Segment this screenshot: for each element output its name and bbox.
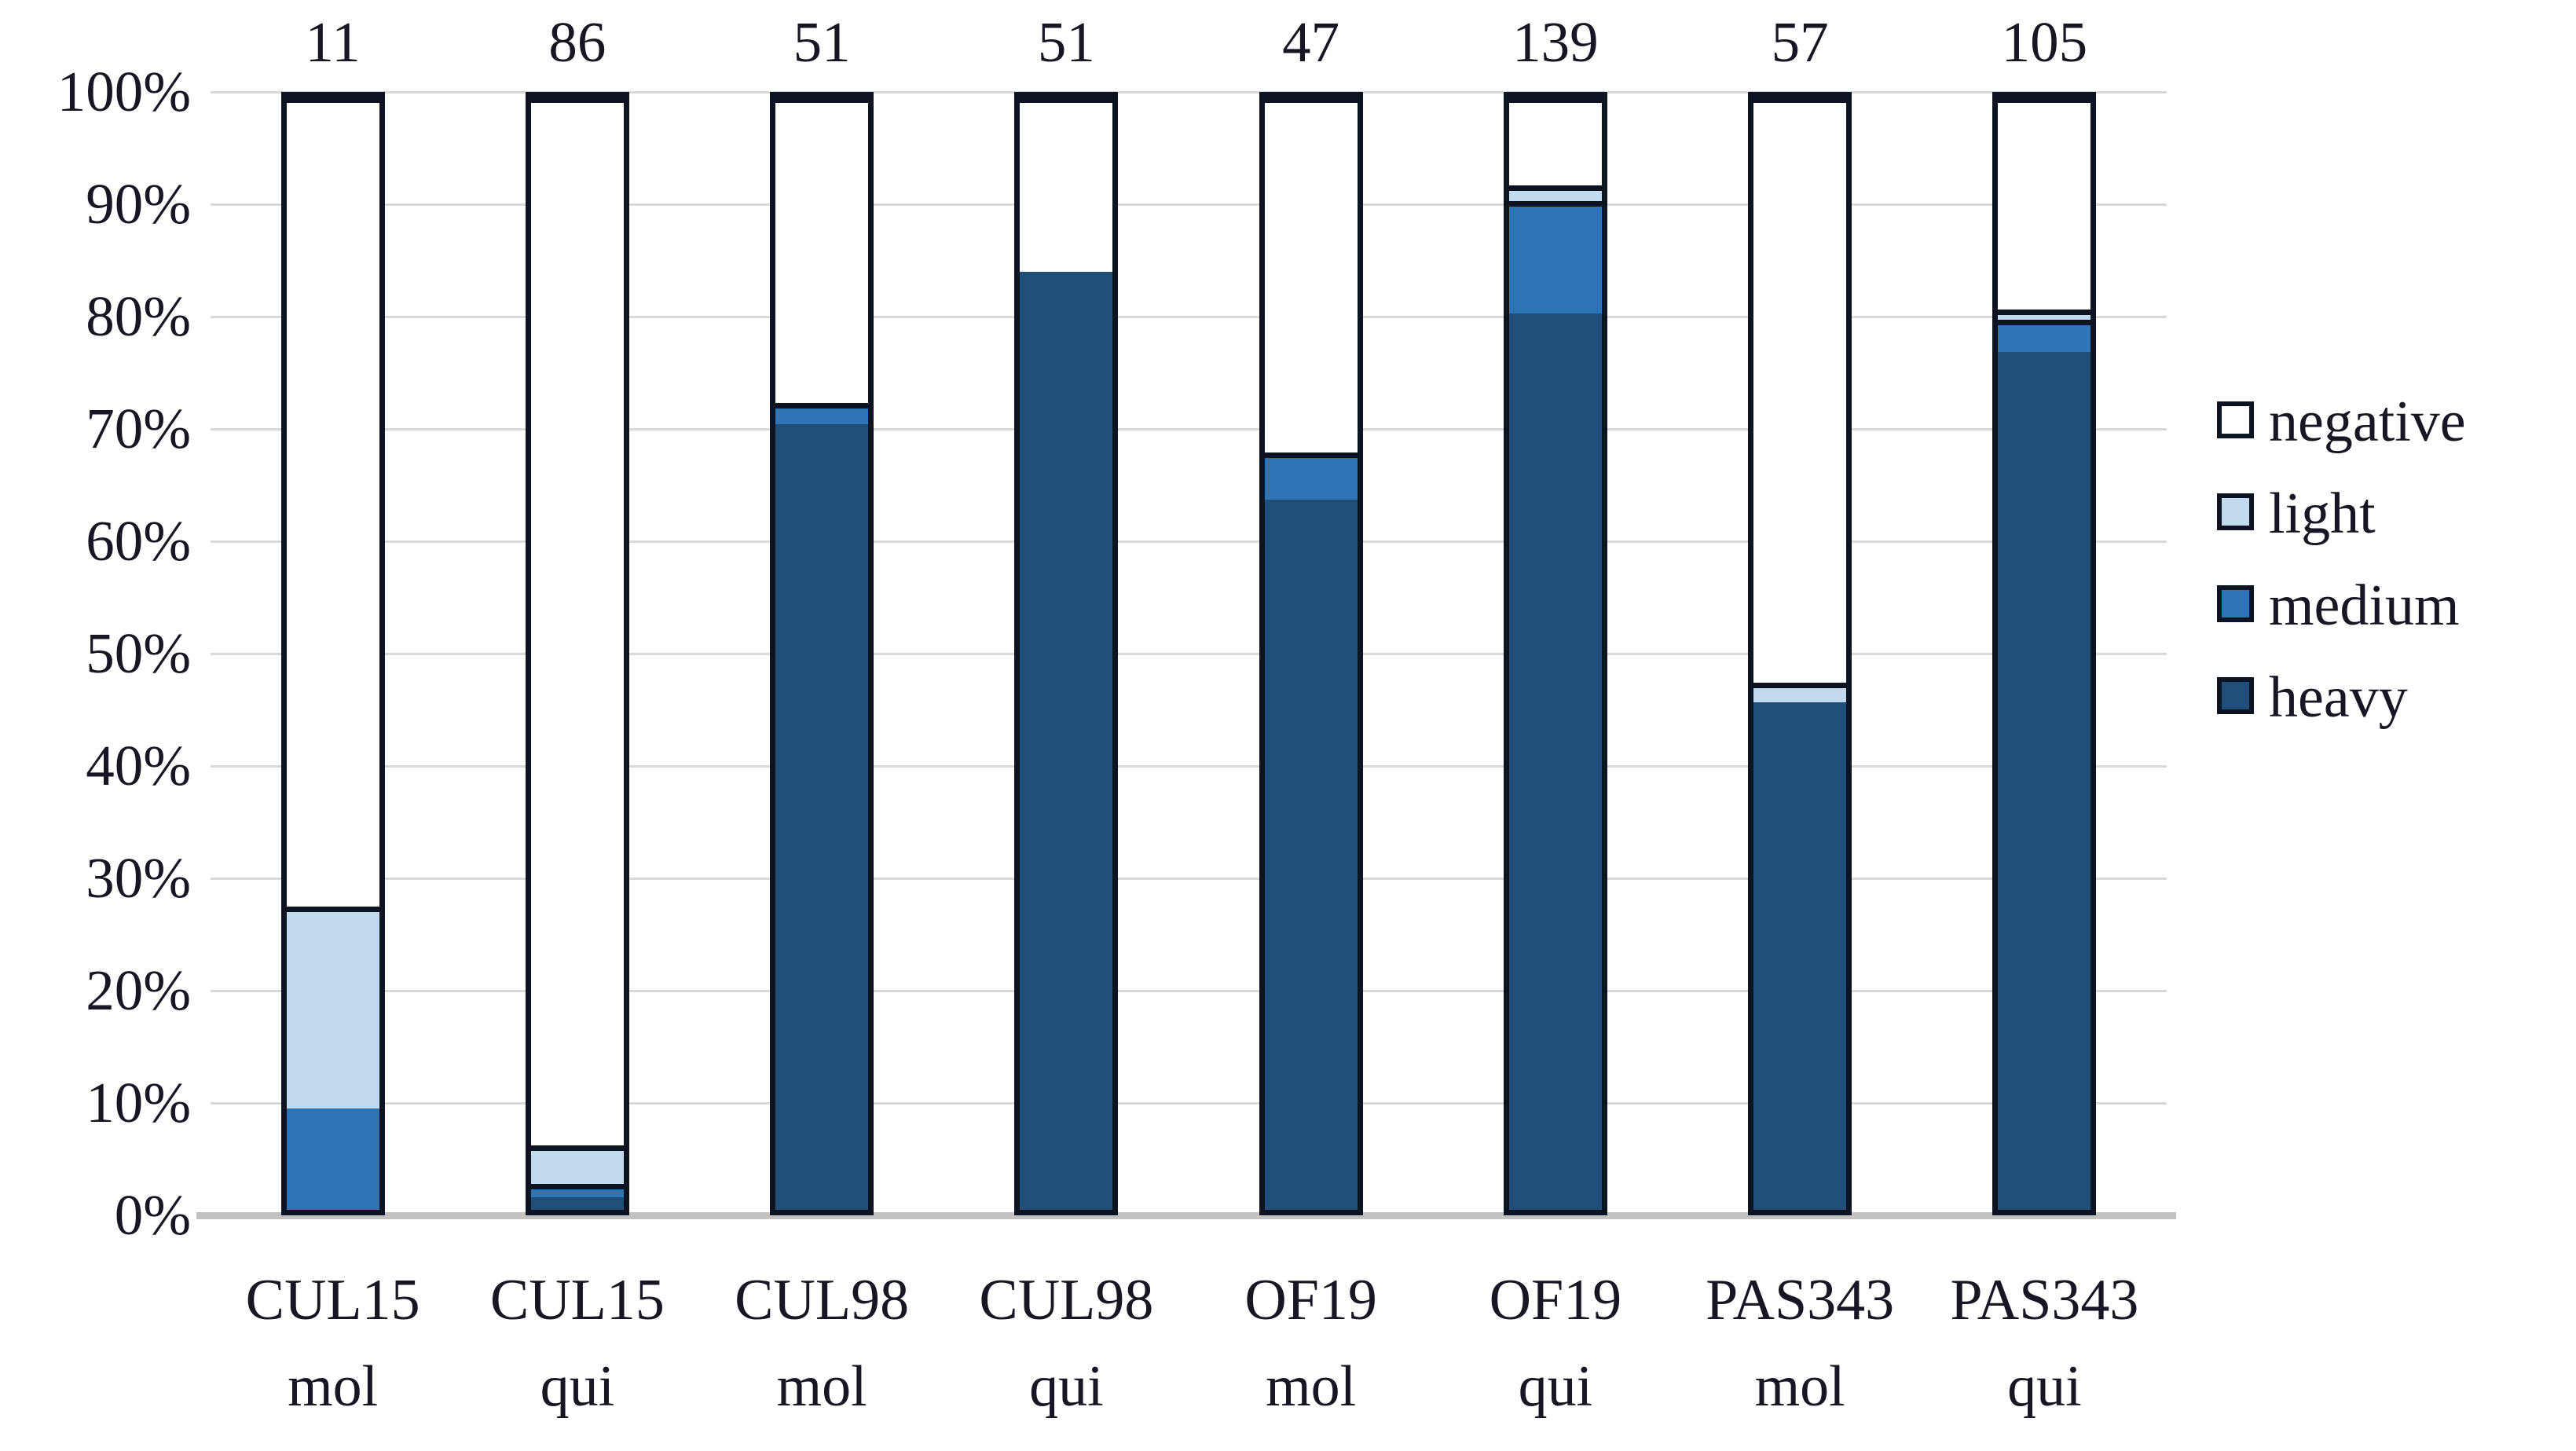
x-axis-category-label: CUL15 mol <box>200 1257 467 1430</box>
x-axis-category-label: PAS343 qui <box>1911 1257 2178 1430</box>
y-axis-tick-label: 100% <box>57 60 191 123</box>
bar-segment-medium <box>1998 320 2091 352</box>
bar-total-label: 51 <box>1037 10 1095 74</box>
bar-segment-negative <box>530 97 624 1145</box>
gridline-40pct <box>211 765 2167 768</box>
y-axis-tick-label: 30% <box>86 846 191 910</box>
y-axis-tick-label: 70% <box>86 397 191 460</box>
category-name: CUL15 <box>489 1268 665 1332</box>
x-axis-category-label: OF19 qui <box>1422 1257 1689 1430</box>
bar-segment-light <box>1753 683 1847 703</box>
legend-swatch-light <box>2217 493 2254 530</box>
legend-label: heavy <box>2269 665 2408 730</box>
gridline-100pct <box>211 91 2167 93</box>
x-axis-category-label: PAS343 mol <box>1666 1257 1933 1430</box>
bar-total-label: 139 <box>1512 10 1599 74</box>
bar-segment-light <box>286 906 379 1109</box>
bar-total-label: 11 <box>305 10 361 74</box>
bar-segment-medium <box>530 1184 624 1197</box>
x-axis-category-label: CUL98 mol <box>688 1257 955 1430</box>
gridline-20pct <box>211 990 2167 992</box>
bar-total-label: 86 <box>548 10 606 74</box>
category-sample-type: qui <box>540 1354 615 1419</box>
bar-segment-light <box>1998 309 2091 321</box>
bar-total-label: 57 <box>1771 10 1829 74</box>
y-axis-tick-label: 0% <box>114 1183 191 1247</box>
bar-segment-heavy <box>1753 702 1847 1210</box>
category-name: CUL98 <box>979 1268 1154 1332</box>
bar-segment-negative <box>1753 97 1847 683</box>
gridline-10pct <box>211 1102 2167 1105</box>
category-sample-type: qui <box>2007 1354 2082 1419</box>
bar-segment-negative <box>1264 97 1358 453</box>
category-name: OF19 <box>1489 1268 1622 1332</box>
bar-segment-heavy <box>1998 351 2091 1210</box>
legend-swatch-medium <box>2217 585 2254 622</box>
bar-segment-negative <box>775 97 869 403</box>
x-axis-line <box>196 1212 2176 1219</box>
y-axis-tick-label: 80% <box>86 284 191 348</box>
y-axis-tick-label: 90% <box>86 172 191 236</box>
x-axis-category-label: CUL15 qui <box>444 1257 711 1430</box>
bar-segment-medium <box>1508 201 1602 314</box>
bar-of19-qui <box>1503 92 1607 1215</box>
y-axis-tick-label: 50% <box>86 621 191 685</box>
category-name: CUL15 <box>245 1268 420 1332</box>
bar-cul15-mol <box>280 92 385 1215</box>
bar-segment-heavy <box>1020 272 1113 1210</box>
bar-segment-negative <box>1020 97 1113 273</box>
bar-segment-light <box>1508 185 1602 202</box>
legend-label: light <box>2269 482 2376 546</box>
category-sample-type: mol <box>1266 1354 1357 1419</box>
bar-cul98-qui <box>1014 92 1119 1215</box>
x-axis-category-label: OF19 mol <box>1178 1257 1445 1430</box>
bar-cul98-mol <box>770 92 874 1215</box>
category-name: PAS343 <box>1706 1268 1895 1332</box>
bar-segment-heavy <box>1264 500 1358 1210</box>
category-sample-type: qui <box>1029 1354 1104 1419</box>
legend-swatch-heavy <box>2217 677 2254 714</box>
legend-label: negative <box>2269 390 2466 454</box>
gridline-60pct <box>211 540 2167 543</box>
bar-segment-medium <box>286 1108 379 1210</box>
gridline-90pct <box>211 203 2167 206</box>
bar-total-label: 51 <box>793 10 851 74</box>
bar-pas343-mol <box>1748 92 1852 1215</box>
bar-cul15-qui <box>525 92 629 1215</box>
bar-total-label: 105 <box>2001 10 2088 74</box>
bar-segment-heavy <box>775 424 869 1210</box>
y-axis-tick-label: 10% <box>86 1071 191 1134</box>
category-name: PAS343 <box>1950 1268 2139 1332</box>
gridline-80pct <box>211 316 2167 318</box>
category-name: OF19 <box>1244 1268 1377 1332</box>
legend-label: medium <box>2269 573 2460 638</box>
bar-segment-medium <box>1264 452 1358 500</box>
x-axis-category-label: CUL98 qui <box>933 1257 1200 1430</box>
category-sample-type: mol <box>1754 1354 1845 1419</box>
y-axis-tick-label: 40% <box>86 734 191 797</box>
bar-segment-negative <box>286 97 379 907</box>
bar-segment-negative <box>1998 97 2091 310</box>
gridline-30pct <box>211 878 2167 880</box>
y-axis-tick-label: 60% <box>86 509 191 573</box>
bar-segment-heavy <box>1508 313 1602 1210</box>
category-sample-type: mol <box>288 1354 379 1419</box>
bar-pas343-qui <box>1992 92 2097 1215</box>
bar-segment-heavy <box>530 1196 624 1210</box>
bar-segment-medium <box>775 402 869 425</box>
bar-total-label: 47 <box>1282 10 1340 74</box>
y-axis-tick-label: 20% <box>86 958 191 1022</box>
category-name: CUL98 <box>735 1268 910 1332</box>
bar-of19-mol <box>1259 92 1363 1215</box>
gridline-70pct <box>211 428 2167 431</box>
legend-swatch-negative <box>2217 401 2254 438</box>
bar-segment-negative <box>1508 97 1602 186</box>
bar-segment-light <box>530 1145 624 1185</box>
gridline-50pct <box>211 653 2167 655</box>
category-sample-type: qui <box>1518 1354 1593 1419</box>
category-sample-type: mol <box>776 1354 867 1419</box>
